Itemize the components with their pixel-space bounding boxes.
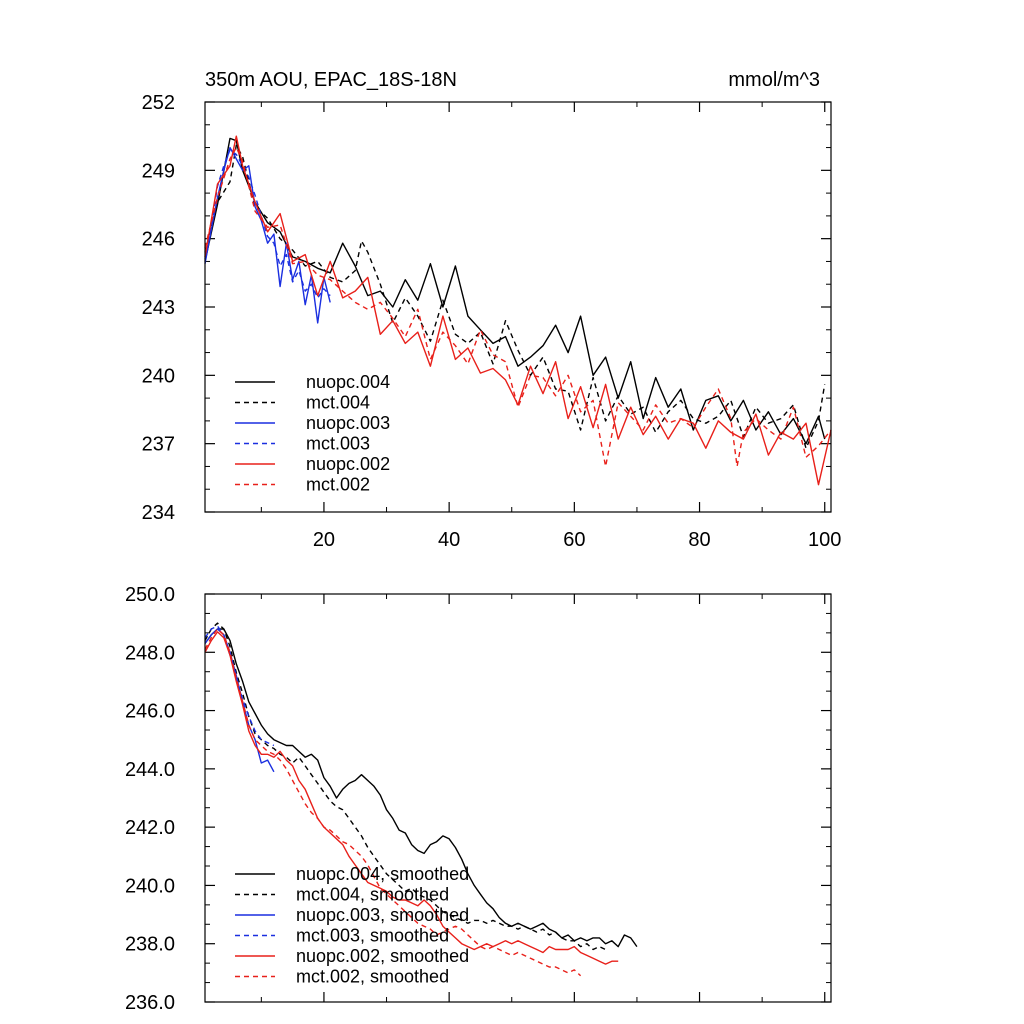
top-x-tick-label: 80: [688, 529, 710, 551]
top-series-nuopc-002: [204, 135, 832, 486]
top-x-tick-label: 20: [313, 529, 335, 551]
bottom-series-nuopc-004-smoothed: [204, 628, 638, 948]
top-x-tick-label: 40: [438, 529, 460, 551]
top-y-tick-label: 246: [142, 229, 175, 251]
top-legend-label: nuopc.003: [306, 413, 390, 433]
bottom-chart-frame: [204, 593, 832, 1003]
bottom-y-tick-label: 250.0: [125, 584, 175, 606]
bottom-legend-label: mct.004, smoothed: [296, 885, 449, 905]
bottom-legend-label: nuopc.002, smoothed: [296, 946, 469, 966]
top-y-tick-label: 252: [142, 92, 175, 114]
top-chart-panel: 350m AOU, EPAC_18S-18N mmol/m^3 20 40 60 80…: [142, 69, 842, 551]
bottom-y-tick-label: 242.0: [125, 817, 175, 839]
bottom-series-mct-004-smoothed: [204, 622, 606, 951]
top-series-mct-002: [204, 146, 832, 468]
top-legend-label: mct.004: [306, 393, 370, 413]
bottom-y-tick-label: 236.0: [125, 992, 175, 1014]
top-y-tick-label: 243: [142, 297, 175, 319]
bottom-series-nuopc-002-smoothed: [204, 631, 619, 965]
bottom-legend-label: mct.003, smoothed: [296, 926, 449, 946]
top-x-tick-label: 60: [563, 529, 585, 551]
bottom-series-nuopc-003-smoothed: [204, 628, 275, 773]
bottom-y-tick-label: 244.0: [125, 759, 175, 781]
top-chart-units: mmol/m^3: [728, 69, 820, 91]
bottom-legend-label: nuopc.003, smoothed: [296, 905, 469, 925]
top-y-tick-label: 237: [142, 434, 175, 456]
top-chart-title: 350m AOU, EPAC_18S-18N: [205, 69, 457, 91]
top-series-mct-004: [204, 144, 826, 449]
bottom-series-mct-002-smoothed: [204, 628, 582, 977]
top-legend-label: nuopc.002: [306, 454, 390, 474]
bottom-legend-label: mct.002, smoothed: [296, 967, 449, 987]
bottom-y-tick-label: 238.0: [125, 934, 175, 956]
top-y-tick-label: 240: [142, 365, 175, 387]
top-legend-label: mct.002: [306, 475, 370, 495]
bottom-y-tick-label: 240.0: [125, 875, 175, 897]
top-chart-frame: [204, 101, 832, 513]
bottom-legend-label: nuopc.004, smoothed: [296, 864, 469, 884]
bottom-y-tick-label: 246.0: [125, 701, 175, 723]
top-x-tick-label: 100: [808, 529, 841, 551]
top-y-tick-label: 249: [142, 160, 175, 182]
bottom-series-mct-003-smoothed: [204, 625, 275, 747]
top-y-tick-label: 234: [142, 502, 175, 524]
bottom-y-tick-label: 248.0: [125, 642, 175, 664]
top-legend-label: nuopc.004: [306, 372, 390, 392]
bottom-chart-panel: 236.0 238.0 240.0 242.0 244.0 246.0 248.0 250.0…: [125, 584, 832, 1014]
top-legend-label: mct.003: [306, 434, 370, 454]
top-series-nuopc-003: [204, 146, 331, 324]
top-series-mct-003: [204, 149, 331, 299]
